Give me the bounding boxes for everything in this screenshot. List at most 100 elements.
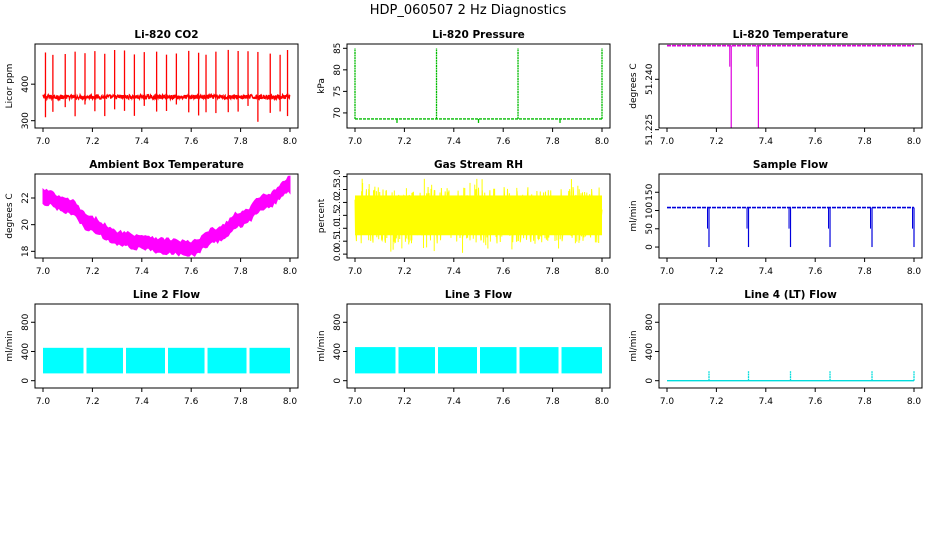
band-segment: [480, 347, 517, 374]
plot-frame: [346, 43, 611, 129]
band-segment: [519, 347, 559, 374]
chart-title: Ambient Box Temperature: [89, 159, 244, 171]
y-tick-label: 100: [645, 202, 655, 219]
x-tick-label: 8.0: [283, 267, 298, 277]
data-series: [43, 347, 290, 374]
data-series: [667, 44, 914, 128]
y-tick-label: 51.240: [645, 63, 655, 95]
y-tick-label: 1.0: [333, 221, 343, 236]
chart-panel-1: Li-820 CO2 7.0 7.2 7.4 7.6 7.8 8.0 300 400 Licor …: [5, 29, 299, 147]
y-tick-label: 0: [21, 378, 31, 384]
y-tick-label: 0.0: [333, 247, 343, 262]
y-tick-label: 150: [645, 183, 655, 200]
y-tick-label: 3.0: [333, 169, 343, 184]
band-segment: [126, 347, 165, 374]
chart-title: Li-820 CO2: [134, 29, 198, 41]
x-tick-label: 7.4: [135, 137, 150, 147]
chart-panel-8: Line 3 Flow 7.0 7.2 7.4 7.6 7.8 8.0 0 400 800 ml/m…: [317, 289, 611, 407]
y-tick-label: 1.5: [333, 208, 343, 222]
x-tick-label: 8.0: [595, 397, 610, 407]
chart-title: Gas Stream RH: [434, 159, 523, 171]
x-tick-label: 7.6: [184, 397, 199, 407]
x-tick-label: 7.8: [545, 267, 560, 277]
y-tick-label: 0: [645, 378, 655, 384]
y-tick-label: 2.5: [333, 182, 343, 196]
band-segment: [168, 347, 205, 374]
y-axis-label: percent: [317, 198, 327, 233]
y-axis-label: ml/min: [629, 330, 639, 361]
band-segment: [398, 347, 436, 374]
band-segment: [561, 347, 602, 374]
band-segment: [249, 347, 290, 374]
x-tick-label: 7.6: [184, 137, 199, 147]
band-segment: [207, 347, 247, 374]
plot-frame: [34, 173, 299, 259]
plot-frame: [346, 173, 611, 259]
y-tick-label: 0: [333, 378, 343, 384]
x-tick-label: 8.0: [907, 397, 922, 407]
y-axis-label: kPa: [317, 78, 327, 94]
chart-panel-2: Li-820 Pressure 7.0 7.2 7.4 7.6 7.8 8.0 70 75 80 8…: [317, 29, 611, 147]
x-tick-label: 7.2: [397, 397, 411, 407]
y-axis-label: degrees C: [5, 193, 15, 238]
plot-frame: [34, 303, 299, 389]
y-axis-label: Licor ppm: [5, 64, 15, 109]
y-tick-label: 70: [333, 107, 343, 119]
chart-panel-3: Li-820 Temperature 7.0 7.2 7.4 7.6 7.8 8.0 51.2…: [629, 29, 923, 147]
figure-title: HDP_060507 2 Hz Diagnostics: [370, 3, 567, 18]
band-segment: [355, 347, 396, 374]
x-tick-label: 7.6: [496, 137, 511, 147]
x-tick-label: 7.8: [233, 137, 248, 147]
x-tick-label: 7.8: [857, 137, 872, 147]
y-axis-label: ml/min: [629, 200, 639, 231]
y-tick-label: 18: [21, 245, 31, 257]
data-series: [667, 371, 915, 382]
y-tick-label: 20: [21, 219, 31, 231]
y-tick-label: 400: [333, 343, 343, 360]
band-segment: [43, 347, 84, 374]
x-tick-label: 7.2: [85, 267, 99, 277]
x-tick-label: 7.2: [397, 137, 411, 147]
x-tick-label: 7.6: [808, 397, 823, 407]
chart-title: Sample Flow: [753, 159, 828, 171]
x-tick-label: 7.8: [233, 267, 248, 277]
x-tick-label: 7.4: [135, 397, 150, 407]
data-series: [42, 175, 291, 258]
chart-panel-6: Sample Flow 7.0 7.2 7.4 7.6 7.8 8.0 0 50 100 150 ml…: [629, 159, 923, 277]
x-tick-label: 7.8: [545, 397, 560, 407]
x-tick-label: 8.0: [907, 267, 922, 277]
data-series: [42, 49, 291, 122]
y-tick-label: 800: [645, 313, 655, 330]
y-tick-label: 400: [21, 75, 31, 92]
x-tick-label: 7.4: [759, 267, 774, 277]
x-tick-label: 7.0: [36, 137, 51, 147]
x-tick-label: 7.6: [496, 397, 511, 407]
plot-frame: [658, 43, 923, 129]
x-tick-label: 7.6: [808, 267, 823, 277]
y-tick-label: 80: [333, 64, 343, 76]
plot-frame: [658, 173, 923, 259]
y-tick-label: 0.5: [333, 234, 343, 248]
y-tick-label: 51.225: [645, 114, 655, 146]
x-tick-label: 7.0: [660, 397, 675, 407]
y-tick-label: 800: [333, 313, 343, 330]
chart-panel-7: Line 2 Flow 7.0 7.2 7.4 7.6 7.8 8.0 0 400 800 ml/m…: [5, 289, 299, 407]
data-series: [667, 206, 915, 248]
x-tick-label: 7.8: [857, 267, 872, 277]
band-segment: [438, 347, 477, 374]
x-tick-label: 7.0: [36, 397, 51, 407]
x-tick-label: 7.6: [184, 267, 199, 277]
x-tick-label: 7.2: [709, 267, 723, 277]
x-tick-label: 8.0: [907, 137, 922, 147]
x-tick-label: 7.0: [660, 267, 675, 277]
chart-panels: Li-820 CO2 7.0 7.2 7.4 7.6 7.8 8.0 300 400 Licor …: [5, 29, 923, 407]
y-tick-label: 800: [21, 313, 31, 330]
x-tick-label: 8.0: [595, 137, 610, 147]
y-tick-label: 400: [645, 343, 655, 360]
plot-frame: [346, 303, 611, 389]
x-tick-label: 7.8: [545, 137, 560, 147]
data-series: [354, 178, 603, 253]
y-tick-label: 400: [21, 343, 31, 360]
chart-title: Li-820 Temperature: [733, 29, 849, 41]
